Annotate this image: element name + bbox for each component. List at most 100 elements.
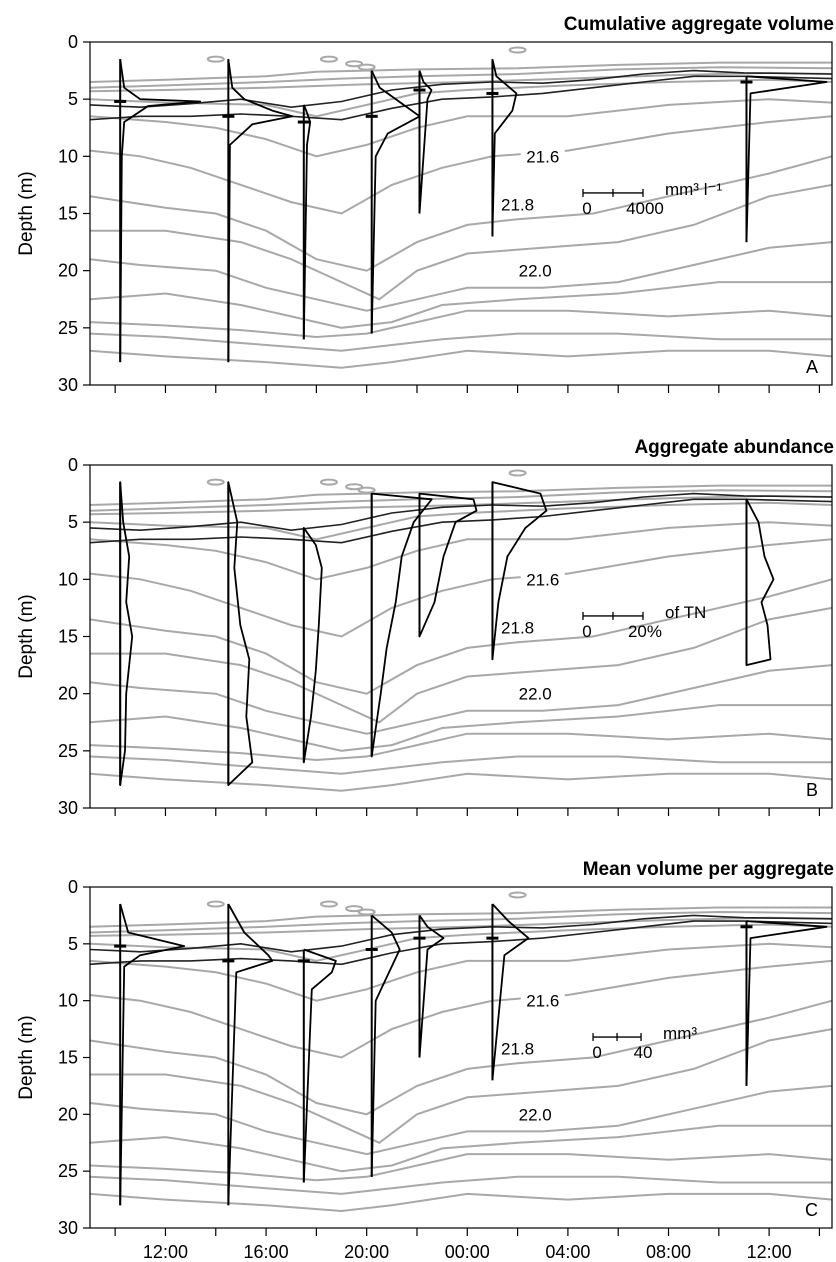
scale-bar-unit: of TN: [665, 603, 706, 622]
scale-bar-min: 0: [582, 199, 591, 218]
mixed-layer-line: [89, 75, 833, 121]
isopycnal-patch: [345, 483, 364, 491]
scale-bar-min: 0: [582, 622, 591, 641]
panel-title: Aggregate abundance: [634, 437, 834, 458]
isopycnal-line: [89, 942, 833, 1002]
isopycnal-label: 22.0: [519, 262, 552, 281]
isopycnal-line: [89, 155, 833, 272]
isopycnal-patch: [206, 478, 225, 486]
isopycnal-line: [89, 732, 833, 762]
isopycnal-label: 21.8: [501, 195, 534, 214]
y-tick-label: 0: [68, 32, 78, 52]
plot-frame: [89, 886, 833, 1229]
profile-5: [418, 492, 478, 638]
mixed-layer-line: [89, 492, 833, 532]
isopycnal-line: [89, 999, 833, 1116]
x-tick-label: 00:00: [445, 1242, 490, 1262]
isopycnal-line: [89, 1192, 833, 1213]
isopycnal-label: 21.6: [526, 570, 559, 589]
y-tick-label: 25: [58, 318, 78, 338]
isopycnal-line: [89, 61, 832, 83]
isopycnal-patch: [206, 900, 225, 908]
panel-letter: B: [806, 780, 818, 800]
plot-frame: [89, 464, 833, 809]
isopycnal-line: [89, 78, 833, 118]
profile-2: [227, 59, 294, 363]
isopycnal-line: [89, 494, 833, 516]
y-tick-label: 5: [68, 934, 78, 954]
mixed-layer-line: [89, 920, 833, 966]
x-tick-label: 16:00: [244, 1242, 289, 1262]
y-axis-label: Depth (m): [16, 594, 37, 678]
mixed-layer-line: [89, 69, 833, 109]
isopycnal-line: [89, 98, 833, 158]
y-tick-label: 30: [58, 798, 78, 818]
scale-bar-unit: mm³: [663, 1024, 697, 1043]
profile-1: [119, 903, 186, 1206]
y-tick-label: 5: [68, 512, 78, 532]
isopycnal-label: 22.0: [519, 685, 552, 704]
isopycnal-line: [89, 484, 832, 506]
isopycnal-label-bg: [513, 261, 558, 280]
x-tick-label: 08:00: [646, 1242, 691, 1262]
y-tick-label: 20: [58, 261, 78, 281]
isopycnal-line: [89, 241, 833, 312]
scale-bar-min: 0: [592, 1043, 601, 1062]
isopycnal-line: [89, 755, 832, 775]
x-tick-label: 12:00: [143, 1242, 188, 1262]
y-tick-label: 30: [58, 375, 78, 395]
y-tick-label: 0: [68, 877, 78, 897]
isopycnal-line: [89, 1175, 832, 1195]
x-tick-label: 04:00: [545, 1242, 590, 1262]
y-tick-label: 30: [58, 1218, 78, 1238]
panel-c: Mean volume per aggregate 21.6 21.8 22.0 0 40…: [16, 859, 834, 1238]
isopycnal-line: [90, 606, 833, 724]
isopycnal-label-bg: [520, 570, 565, 589]
panel-letter: A: [806, 357, 818, 377]
isopycnal-patch: [508, 891, 527, 899]
isopycnal-label-bg: [513, 1105, 558, 1124]
isopycnal-patch: [508, 46, 527, 54]
scale-bar-unit: mm³ l⁻¹: [665, 180, 722, 199]
y-tick-label: 5: [68, 89, 78, 109]
y-tick-label: 0: [68, 455, 78, 475]
plot-frame: [89, 41, 833, 386]
isopycnal-line: [89, 959, 833, 1059]
isopycnal-line: [89, 332, 832, 352]
panel-b: Aggregate abundance 21.6 21.8 22.0 0 20%of TN…: [16, 437, 834, 818]
y-axis-label: Depth (m): [16, 171, 37, 255]
profile-1: [119, 59, 202, 363]
isopycnal-label-bg: [513, 684, 558, 703]
profile-7: [745, 75, 828, 243]
profile-6: [491, 58, 518, 237]
isopycnal-label-bg: [495, 1039, 540, 1058]
isopycnal-line: [89, 71, 833, 93]
isopycnal-patch: [319, 478, 338, 486]
isopycnal-patch: [357, 63, 376, 71]
isopycnal-line: [89, 501, 833, 541]
profile-2: [227, 481, 254, 786]
profile-7: [745, 498, 775, 666]
isopycnal-patch: [319, 900, 338, 908]
y-tick-label: 25: [58, 741, 78, 761]
y-tick-label: 25: [58, 1161, 78, 1181]
isopycnal-line: [89, 1153, 833, 1182]
profile-4: [370, 70, 421, 334]
x-tick-label: 20:00: [344, 1242, 389, 1262]
isopycnal-label-bg: [520, 991, 565, 1010]
isopycnal-label: 22.0: [519, 1105, 552, 1124]
scale-bar-max: 4000: [626, 199, 664, 218]
isopycnal-line: [89, 916, 833, 937]
panel-a: Cumulative aggregate volume 21.6 21.8 22.0 0…: [16, 14, 834, 395]
isopycnal-line: [90, 1028, 833, 1144]
isopycnal-label: 21.8: [501, 618, 534, 637]
isopycnal-label: 21.8: [501, 1039, 534, 1058]
mixed-layer-line: [89, 498, 833, 544]
profile-4: [370, 914, 401, 1177]
y-tick-label: 10: [58, 569, 78, 589]
isopycnal-patch: [508, 469, 527, 477]
isopycnal-line: [89, 772, 833, 792]
isopycnal-patch: [319, 55, 338, 63]
isopycnal-patch: [357, 486, 376, 494]
panel-title: Cumulative aggregate volume: [564, 14, 834, 35]
